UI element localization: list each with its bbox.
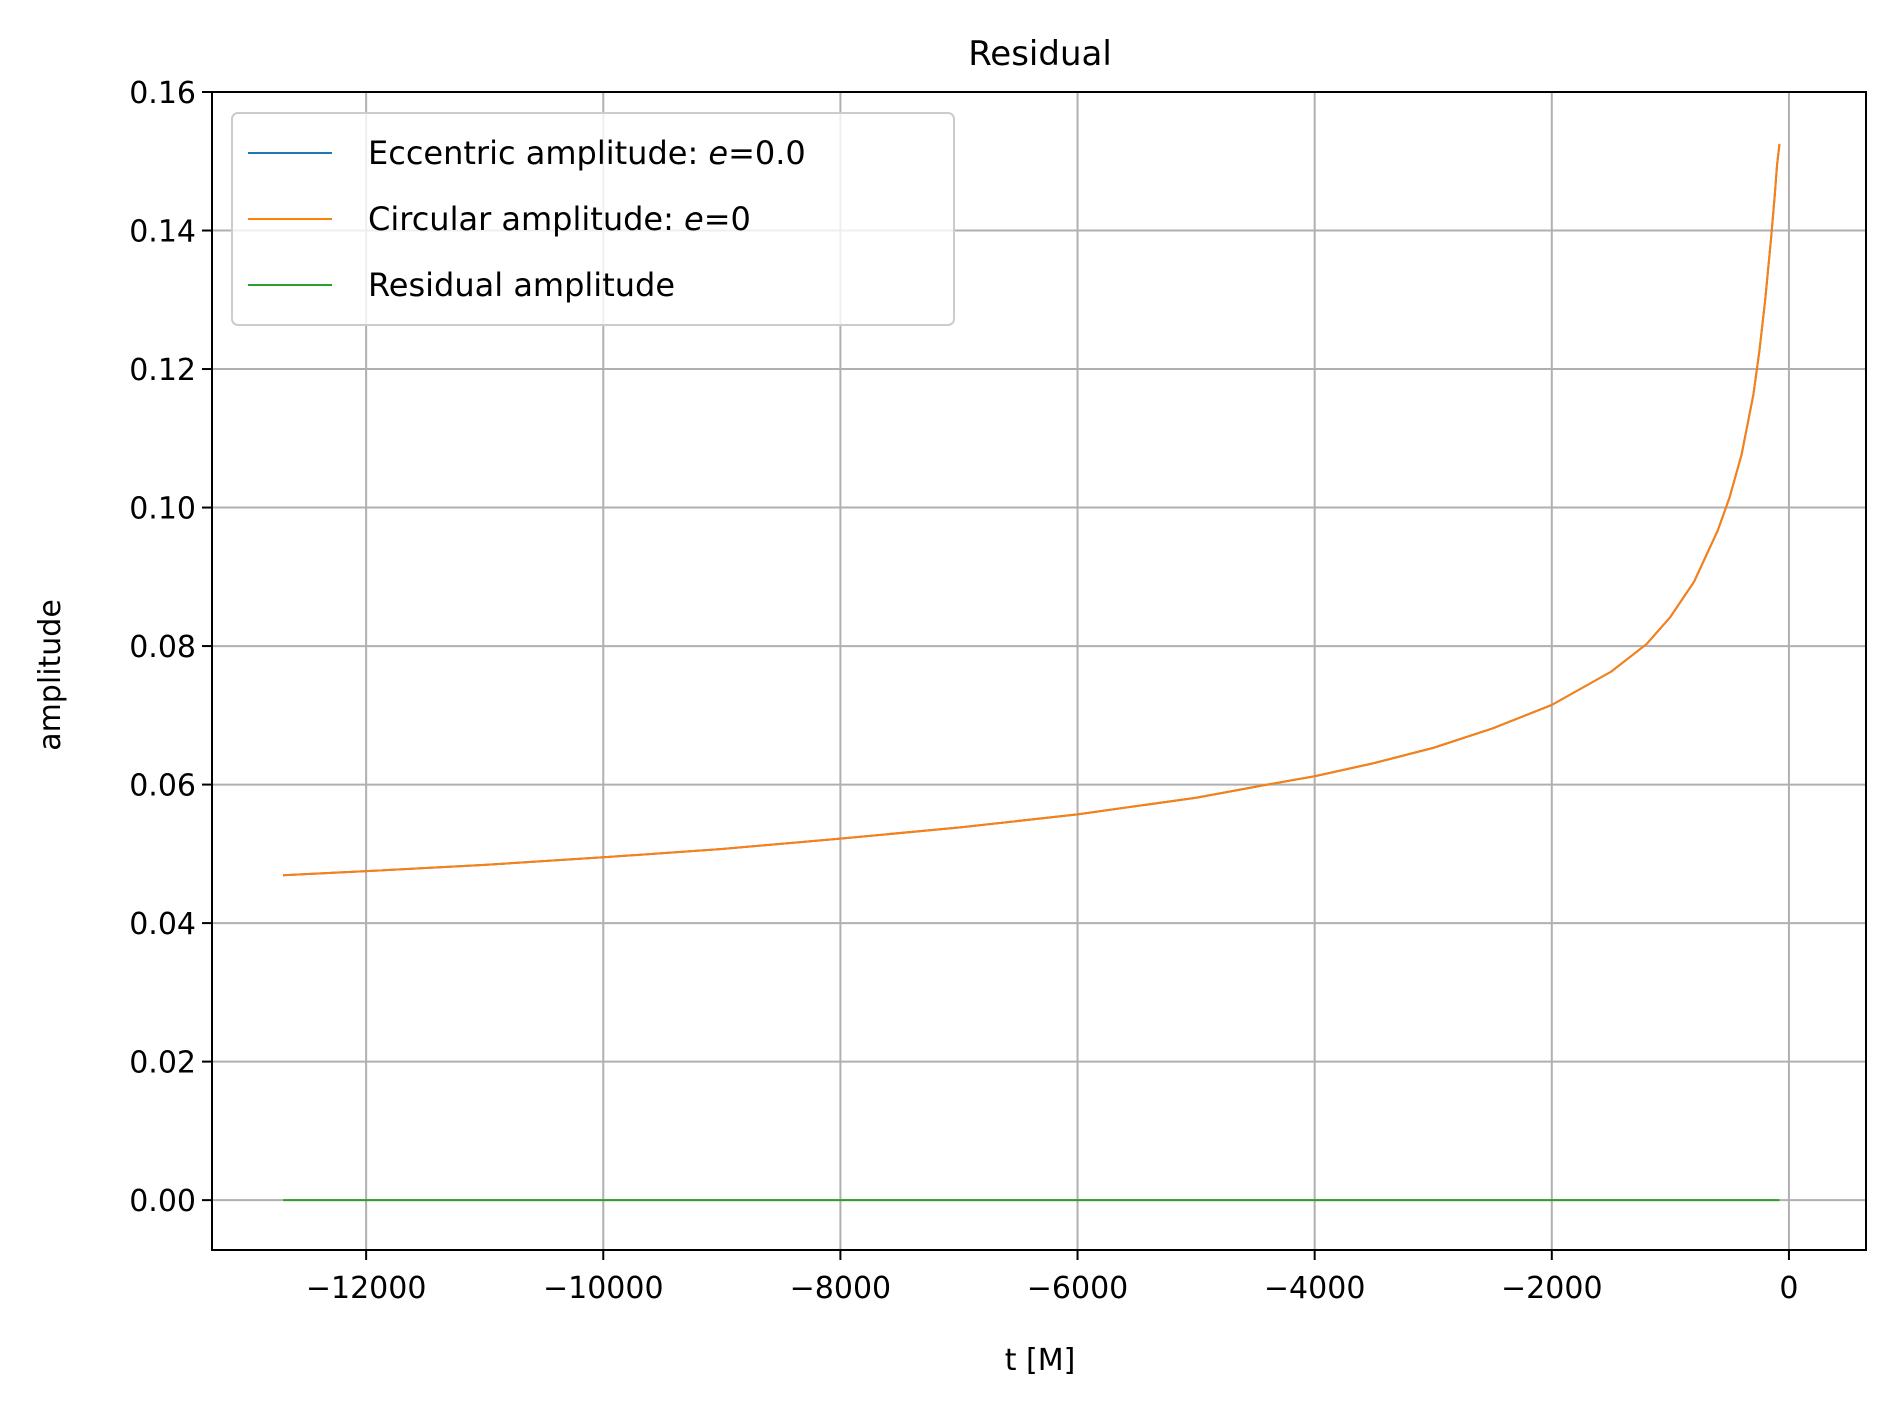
x-tick-label: 0 bbox=[1779, 1271, 1798, 1306]
chart-title: Residual bbox=[968, 34, 1112, 74]
x-tick-label: −8000 bbox=[790, 1271, 891, 1306]
y-tick-label: 0.00 bbox=[129, 1184, 196, 1219]
x-tick-label: −4000 bbox=[1264, 1271, 1365, 1306]
legend-label: Eccentric amplitude: e=0.0 bbox=[368, 134, 806, 172]
y-tick-label: 0.16 bbox=[129, 76, 196, 111]
x-tick-label: −12000 bbox=[306, 1271, 427, 1306]
x-tick-label: −2000 bbox=[1501, 1271, 1602, 1306]
y-tick-label: 0.12 bbox=[129, 353, 196, 388]
series-lines bbox=[283, 143, 1781, 1202]
y-tick-label: 0.04 bbox=[129, 907, 196, 942]
x-axis-label: t [M] bbox=[1005, 1343, 1076, 1378]
y-axis-label: amplitude bbox=[33, 599, 68, 751]
plot-frame bbox=[211, 91, 1867, 1251]
x-tick-label: −6000 bbox=[1027, 1271, 1128, 1306]
legend-box bbox=[231, 112, 955, 326]
legend-label: Circular amplitude: e=0 bbox=[368, 200, 751, 238]
series-line-circular bbox=[283, 143, 1781, 877]
y-tick-label: 0.02 bbox=[129, 1046, 196, 1081]
y-tick-label: 0.06 bbox=[129, 769, 196, 804]
y-tick-label: 0.08 bbox=[129, 630, 196, 665]
axis-ticks: −12000 −10000 −8000 −6000 −4000 −2000 0 0.00 0.0… bbox=[129, 76, 1798, 1306]
legend: Eccentric amplitude: e=0.0 Circular ampli… bbox=[231, 112, 955, 326]
y-tick-label: 0.14 bbox=[129, 215, 196, 250]
x-tick-label: −10000 bbox=[543, 1271, 664, 1306]
y-tick-label: 0.10 bbox=[129, 492, 196, 527]
legend-label: Residual amplitude bbox=[368, 266, 675, 304]
